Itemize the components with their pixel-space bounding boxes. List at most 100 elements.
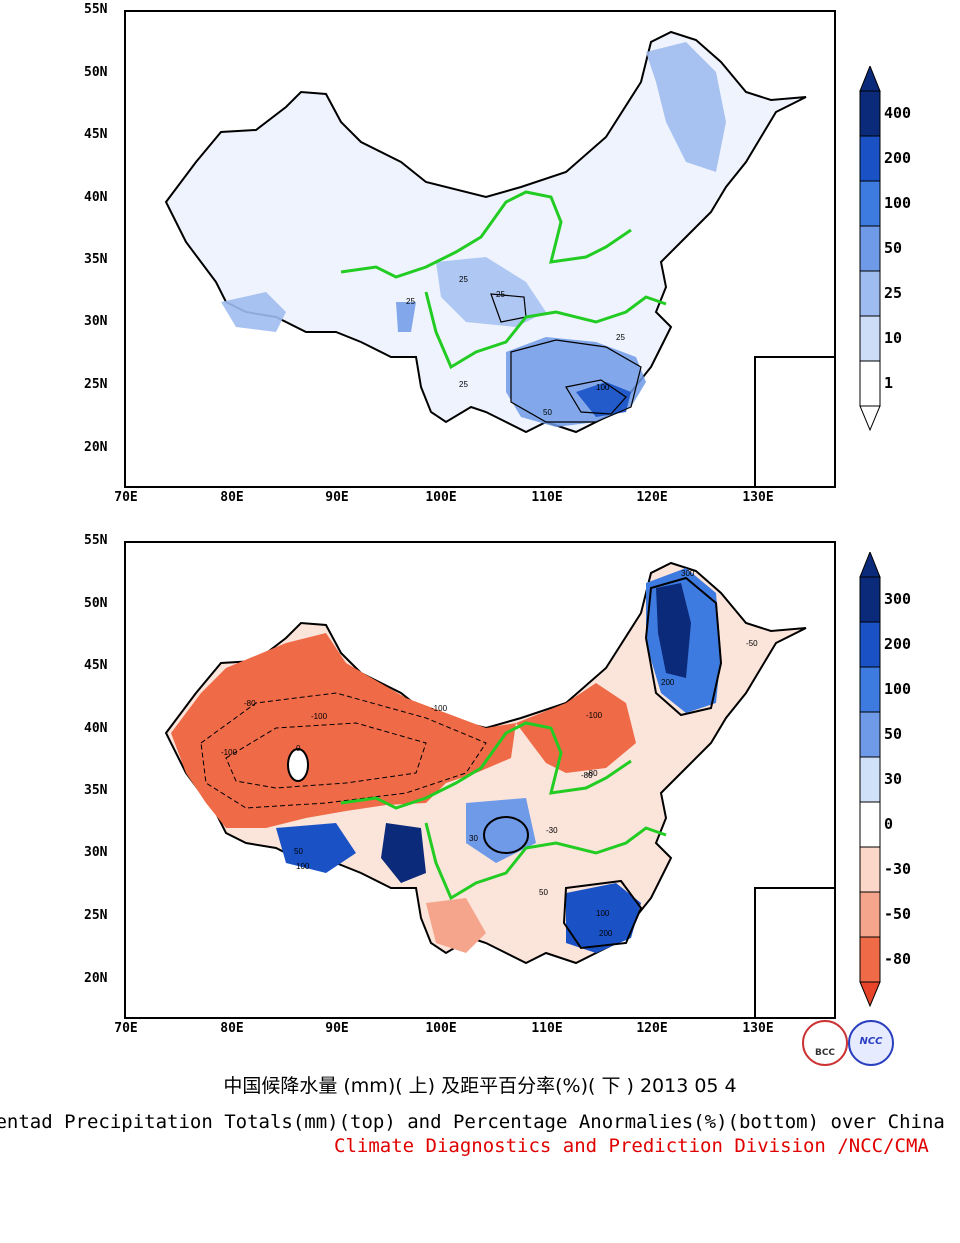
lat-label: 20N xyxy=(84,440,108,455)
anomaly-shade-south-red xyxy=(426,898,486,953)
colorbar-label: 30 xyxy=(884,770,903,788)
contour-label: -100 xyxy=(586,711,603,720)
colorbar-label: 300 xyxy=(884,590,912,608)
contour-line xyxy=(562,879,643,950)
contour-label: 25 xyxy=(459,380,468,389)
precip-total-plot: 25 25 25 25 25 50 100 xyxy=(164,30,807,434)
colorbar-label: 100 xyxy=(884,194,912,212)
lon-label: 100E xyxy=(425,1021,457,1036)
lat-label: 35N xyxy=(84,252,108,267)
yangtze-river xyxy=(424,291,667,370)
contour-label: 100 xyxy=(296,862,310,871)
lon-label: 100E xyxy=(425,490,457,505)
colorbar-label: 50 xyxy=(884,239,903,257)
anomaly-shade-tibet xyxy=(276,823,356,873)
contour-label: 25 xyxy=(459,275,468,284)
lon-label: 80E xyxy=(220,490,244,505)
anomaly-colorbar xyxy=(859,552,881,1008)
lat-label: 40N xyxy=(84,190,108,205)
contour-label: 0 xyxy=(296,744,301,753)
contour-label: -100 xyxy=(311,712,328,721)
precip-shade-small xyxy=(396,302,416,332)
anomaly-shade-north xyxy=(516,683,636,773)
lat-label: 25N xyxy=(84,908,108,923)
lat-label: 55N xyxy=(84,2,108,17)
contour-label: 25 xyxy=(496,290,505,299)
colorbar-label: 200 xyxy=(884,149,912,167)
lat-label: 45N xyxy=(84,658,108,673)
precip-shade-central xyxy=(436,257,546,327)
lon-label: 110E xyxy=(531,1021,563,1036)
lon-label: 90E xyxy=(325,1021,349,1036)
caption-english: Pentad Precipitation Totals(mm)(top) and… xyxy=(0,1111,945,1133)
precip-total-map: 25 25 25 25 25 50 100 xyxy=(124,10,836,488)
anomaly-shade-northeast-core xyxy=(656,583,691,678)
lon-label: 90E xyxy=(325,490,349,505)
colorbar-label: -80 xyxy=(884,950,912,968)
lat-label: 50N xyxy=(84,596,108,611)
contour-line xyxy=(565,379,627,415)
colorbar-label: 50 xyxy=(884,725,903,743)
colorbar-label: 10 xyxy=(884,329,903,347)
contour-label: 50 xyxy=(294,847,303,856)
bcc-logo: BCC xyxy=(802,1020,848,1066)
lat-label: 20N xyxy=(84,971,108,986)
lat-label: 25N xyxy=(84,377,108,392)
yellow-river xyxy=(340,190,632,279)
anomaly-shade-southeast xyxy=(566,883,641,953)
contour-label: -80 xyxy=(244,699,256,708)
precip-colorbar xyxy=(859,66,881,432)
contour-label: -80 xyxy=(581,771,593,780)
colorbar-label: 200 xyxy=(884,635,912,653)
lat-label: 55N xyxy=(84,533,108,548)
south-china-sea-inset xyxy=(754,356,834,486)
contour-label: 50 xyxy=(539,888,548,897)
contour-label: 200 xyxy=(599,929,613,938)
colorbar-label: 100 xyxy=(884,680,912,698)
contour-line xyxy=(287,748,309,782)
contour-line xyxy=(483,816,529,854)
precip-anomaly-map: -100 -80 -100 -100 -80 -30 -100 300 200 … xyxy=(124,541,836,1019)
contour-label: 25 xyxy=(616,333,625,342)
colorbar-label: 1 xyxy=(884,374,894,392)
precip-anomaly-plot: -100 -80 -100 -100 -80 -30 -100 300 200 … xyxy=(164,561,807,965)
contour-label: 50 xyxy=(543,408,552,417)
contour-line xyxy=(644,576,723,717)
colorbar-label: 400 xyxy=(884,104,912,122)
colorbar-label: -30 xyxy=(884,860,912,878)
lat-label: 45N xyxy=(84,127,108,142)
contour-label: -30 xyxy=(546,826,558,835)
contour-line xyxy=(225,722,427,789)
contour-line xyxy=(510,339,642,423)
contour-label: 200 xyxy=(661,678,675,687)
lon-label: 120E xyxy=(636,490,668,505)
yellow-river xyxy=(340,721,632,810)
contour-line xyxy=(200,692,487,809)
lat-label: 30N xyxy=(84,314,108,329)
precip-shade-tibet xyxy=(221,292,286,332)
caption-chinese: 中国候降水量 (mm)( 上) 及距平百分率(%)( 下 ) 2013 05 4 xyxy=(223,1075,737,1097)
lon-label: 130E xyxy=(742,1021,774,1036)
contour-label: 300 xyxy=(681,569,695,578)
contour-label: -100 xyxy=(221,748,238,757)
contour-label: 100 xyxy=(596,383,610,392)
anomaly-shade-sw xyxy=(381,823,426,883)
colorbar-label: 0 xyxy=(884,815,894,833)
lon-label: 130E xyxy=(742,490,774,505)
lon-label: 70E xyxy=(114,1021,138,1036)
contour-label: -80 xyxy=(586,769,598,778)
lon-label: 120E xyxy=(636,1021,668,1036)
ncc-logo: NCC xyxy=(848,1020,894,1066)
colorbar-label: 25 xyxy=(884,284,903,302)
lat-label: 30N xyxy=(84,845,108,860)
lat-label: 40N xyxy=(84,721,108,736)
anomaly-shade-west xyxy=(171,633,516,828)
contour-label: -100 xyxy=(431,704,448,713)
lat-label: 50N xyxy=(84,65,108,80)
contour-label: 100 xyxy=(596,909,610,918)
contour-label: -50 xyxy=(746,639,758,648)
contour-label: 25 xyxy=(406,297,415,306)
south-china-sea-inset xyxy=(754,887,834,1017)
lon-label: 80E xyxy=(220,1021,244,1036)
contour-label: 30 xyxy=(469,834,478,843)
